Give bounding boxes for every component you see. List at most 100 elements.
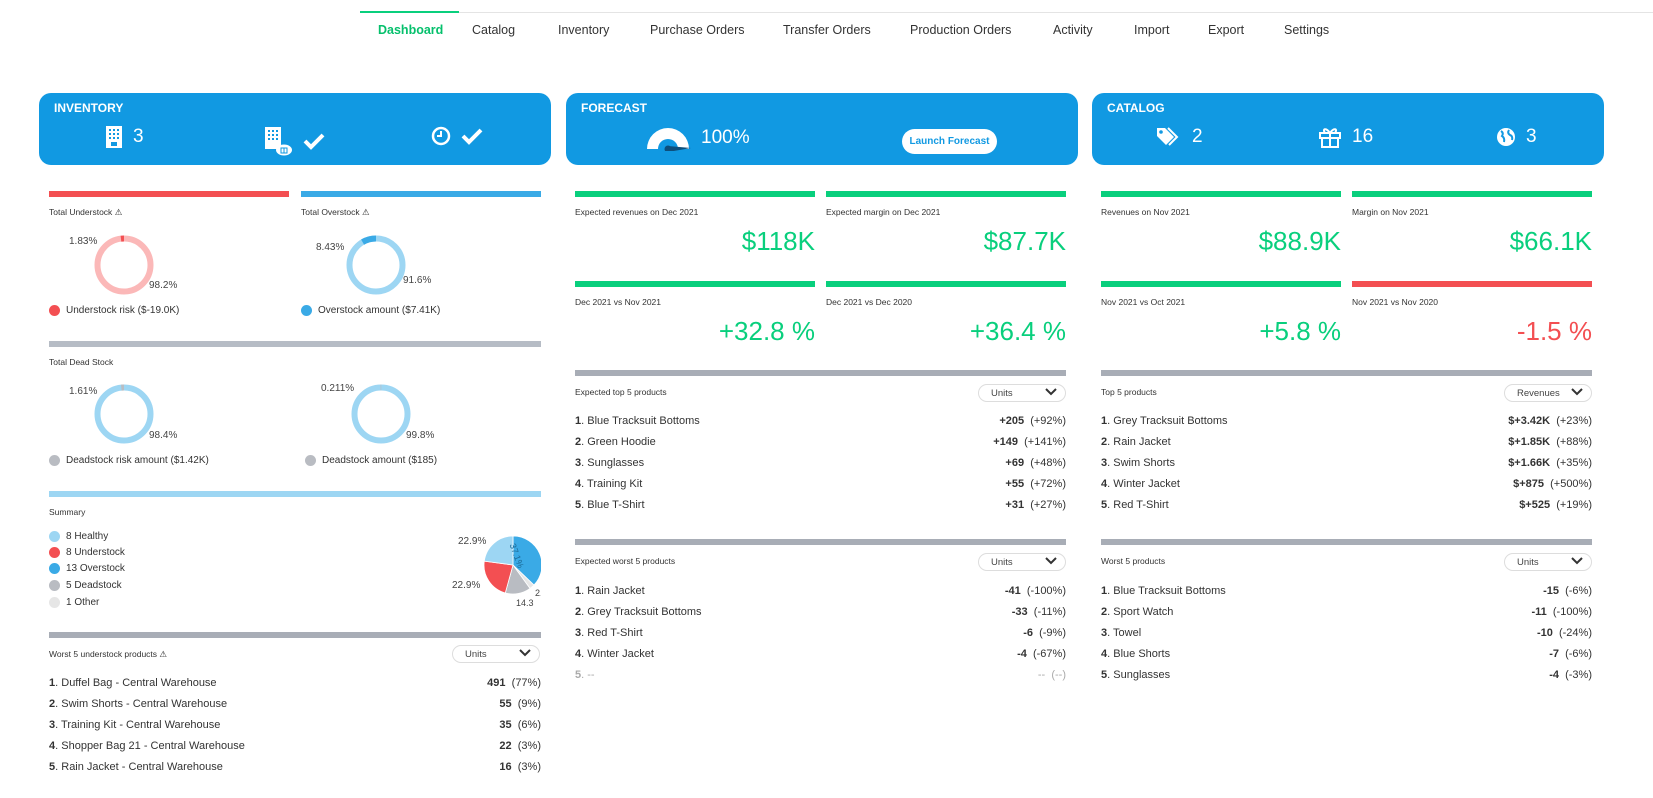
forecast-progress: 100% bbox=[645, 125, 750, 151]
legend-label: Deadstock risk amount ($1.42K) bbox=[66, 455, 209, 466]
list-item-rank: 4 bbox=[1101, 648, 1108, 660]
gauge-icon bbox=[647, 128, 691, 151]
products-stat: 16 bbox=[1318, 126, 1373, 148]
forecast-card[interactable]: FORECAST 100% Launch Forecast bbox=[566, 93, 1078, 165]
list-item[interactable]: 2. Swim Shorts - Central Warehouse 55 (9%… bbox=[49, 698, 541, 719]
pie-slice-understock[interactable] bbox=[483, 560, 514, 594]
list-item[interactable]: 3. Red T-Shirt -6 (-9%) bbox=[575, 627, 1066, 648]
tab-settings[interactable]: Settings bbox=[1284, 23, 1330, 37]
worst-understock-title: Worst 5 understock products ⚠ bbox=[49, 649, 168, 659]
list-item-value: 22 (3%) bbox=[499, 740, 541, 752]
list-item[interactable]: 1. Duffel Bag - Central Warehouse 491 (77… bbox=[49, 677, 541, 698]
tab-activity[interactable]: Activity bbox=[1053, 23, 1093, 37]
list-item[interactable]: 5. Blue T-Shirt +31 (+27%) bbox=[575, 499, 1066, 520]
tab-purchase-orders[interactable]: Purchase Orders bbox=[650, 23, 745, 37]
catalog-worst-list: 1. Blue Tracksuit Bottoms -15 (-6%) 2. Spo… bbox=[1101, 585, 1592, 690]
list-item-name: 4. Shopper Bag 21 - Central Warehouse bbox=[49, 740, 245, 752]
deadstock-small-pct: 0.211% bbox=[321, 383, 355, 394]
worst-understock-dropdown[interactable]: Units bbox=[452, 645, 540, 663]
products-count: 16 bbox=[1352, 126, 1374, 147]
catalog-top-dropdown[interactable]: Revenues bbox=[1504, 384, 1592, 402]
catalog-kpi-bar bbox=[1101, 191, 1341, 197]
list-item-rank: 2 bbox=[575, 606, 582, 618]
list-item-value: +55 (+72%) bbox=[1005, 478, 1066, 490]
pie-slice-healthy[interactable] bbox=[483, 535, 514, 566]
list-item[interactable]: 4. Shopper Bag 21 - Central Warehouse 22 … bbox=[49, 740, 541, 761]
list-item[interactable]: 5. Rain Jacket - Central Warehouse 16 (3%… bbox=[49, 761, 541, 782]
list-item-name: 1. Duffel Bag - Central Warehouse bbox=[49, 677, 217, 689]
list-item-rank: 1 bbox=[1101, 585, 1108, 597]
deadstock-risk-small-pct: 1.61% bbox=[69, 386, 98, 397]
forecast-top-dropdown[interactable]: Units bbox=[978, 384, 1066, 402]
list-item-value: -11 (-100%) bbox=[1531, 606, 1592, 618]
list-item-name: 2. Rain Jacket bbox=[1101, 436, 1171, 448]
markets-count: 3 bbox=[1526, 126, 1537, 147]
summary-legend-understock: 8 Understock bbox=[49, 547, 125, 558]
list-item-rank: 5 bbox=[1101, 669, 1108, 681]
list-item[interactable]: 2. Rain Jacket $+1.85K (+88%) bbox=[1101, 436, 1592, 457]
list-item[interactable]: 4. Blue Shorts -7 (-6%) bbox=[1101, 648, 1592, 669]
deadstock-big-pct: 99.8% bbox=[406, 430, 435, 441]
launch-forecast-button[interactable]: Launch Forecast bbox=[902, 129, 997, 154]
forecast-kpi-bar bbox=[575, 281, 815, 287]
forecast-worst-list: 1. Rain Jacket -41 (-100%) 2. Grey Tracksu… bbox=[575, 585, 1066, 690]
legend-dot bbox=[301, 305, 312, 316]
list-item-rank: 3 bbox=[575, 457, 582, 469]
legend-label: 8 Healthy bbox=[66, 531, 109, 542]
understock-big-pct: 98.2% bbox=[149, 280, 178, 291]
catalog-kpi-bar bbox=[1352, 281, 1592, 287]
catalog-card[interactable]: CATALOG 2 16 3 bbox=[1092, 93, 1604, 165]
list-item[interactable]: 4. Winter Jacket $+875 (+500%) bbox=[1101, 478, 1592, 499]
forecast-kpi-bar bbox=[826, 281, 1066, 287]
understock-donut-rest bbox=[94, 235, 154, 295]
list-item[interactable]: 5. -- -- (--) bbox=[575, 669, 1066, 690]
tab-import[interactable]: Import bbox=[1134, 23, 1170, 37]
list-item[interactable]: 4. Training Kit +55 (+72%) bbox=[575, 478, 1066, 499]
list-item-rank: 3 bbox=[1101, 627, 1108, 639]
tab-inventory[interactable]: Inventory bbox=[558, 23, 610, 37]
tab-production-orders[interactable]: Production Orders bbox=[910, 23, 1012, 37]
pie-label-understock: 22.9% bbox=[452, 580, 481, 591]
list-item[interactable]: 5. Red T-Shirt $+525 (+19%) bbox=[1101, 499, 1592, 520]
tags-stat: 2 bbox=[1156, 126, 1203, 148]
summary-pie-container: 22.9% 22.9% 37.1% 2. 14.3 bbox=[440, 530, 541, 608]
pie-slice-overstock[interactable] bbox=[512, 535, 541, 586]
list-item[interactable]: 2. Green Hoodie +149 (+141%) bbox=[575, 436, 1066, 457]
forecast-worst-dropdown[interactable]: Units bbox=[978, 553, 1066, 571]
catalog-kpi-bar bbox=[1352, 191, 1592, 197]
catalog-worst-dropdown[interactable]: Units bbox=[1504, 553, 1592, 571]
list-item[interactable]: 1. Grey Tracksuit Bottoms $+3.42K (+23%) bbox=[1101, 415, 1592, 436]
list-item[interactable]: 3. Towel -10 (-24%) bbox=[1101, 627, 1592, 648]
tab-dashboard[interactable]: Dashboard bbox=[378, 23, 444, 37]
list-item[interactable]: 3. Swim Shorts $+1.66K (+35%) bbox=[1101, 457, 1592, 478]
list-item[interactable]: 2. Sport Watch -11 (-100%) bbox=[1101, 606, 1592, 627]
chevron-down-icon bbox=[1045, 556, 1057, 568]
deadstock-donut bbox=[351, 384, 411, 444]
list-item-rank: 1 bbox=[575, 415, 582, 427]
inventory-card[interactable]: INVENTORY 3 bbox=[39, 93, 551, 165]
list-item[interactable]: 3. Training Kit - Central Warehouse 35 (6… bbox=[49, 719, 541, 740]
catalog-kpi-label: Revenues on Nov 2021 bbox=[1101, 207, 1190, 217]
tab-catalog[interactable]: Catalog bbox=[472, 23, 516, 37]
markets-stat: 3 bbox=[1496, 126, 1537, 148]
overstock-donut-rest bbox=[346, 235, 406, 295]
list-item[interactable]: 2. Grey Tracksuit Bottoms -33 (-11%) bbox=[575, 606, 1066, 627]
list-item[interactable]: 1. Rain Jacket -41 (-100%) bbox=[575, 585, 1066, 606]
tab-export[interactable]: Export bbox=[1208, 23, 1245, 37]
list-item[interactable]: 1. Blue Tracksuit Bottoms -15 (-6%) bbox=[1101, 585, 1592, 606]
list-item[interactable]: 4. Winter Jacket -4 (-67%) bbox=[575, 648, 1066, 669]
list-item-rank: 3 bbox=[575, 627, 582, 639]
list-item-rank: 3 bbox=[49, 719, 56, 731]
list-item[interactable]: 1. Blue Tracksuit Bottoms +205 (+92%) bbox=[575, 415, 1066, 436]
understock-legend: Understock risk ($-19.0K) bbox=[49, 305, 179, 316]
tab-transfer-orders[interactable]: Transfer Orders bbox=[783, 23, 871, 37]
list-item[interactable]: 3. Sunglasses +69 (+48%) bbox=[575, 457, 1066, 478]
list-item-name: 4. Winter Jacket bbox=[575, 648, 654, 660]
legend-label: 1 Other bbox=[66, 597, 100, 608]
list-item-rank: 4 bbox=[49, 740, 56, 752]
list-item-value: -10 (-24%) bbox=[1536, 627, 1592, 639]
list-item-value: -4 (-67%) bbox=[1017, 648, 1066, 660]
list-item[interactable]: 5. Sunglasses -4 (-3%) bbox=[1101, 669, 1592, 690]
forecast-kpi-bar bbox=[826, 191, 1066, 197]
list-item-value: $+1.85K (+88%) bbox=[1508, 436, 1592, 448]
